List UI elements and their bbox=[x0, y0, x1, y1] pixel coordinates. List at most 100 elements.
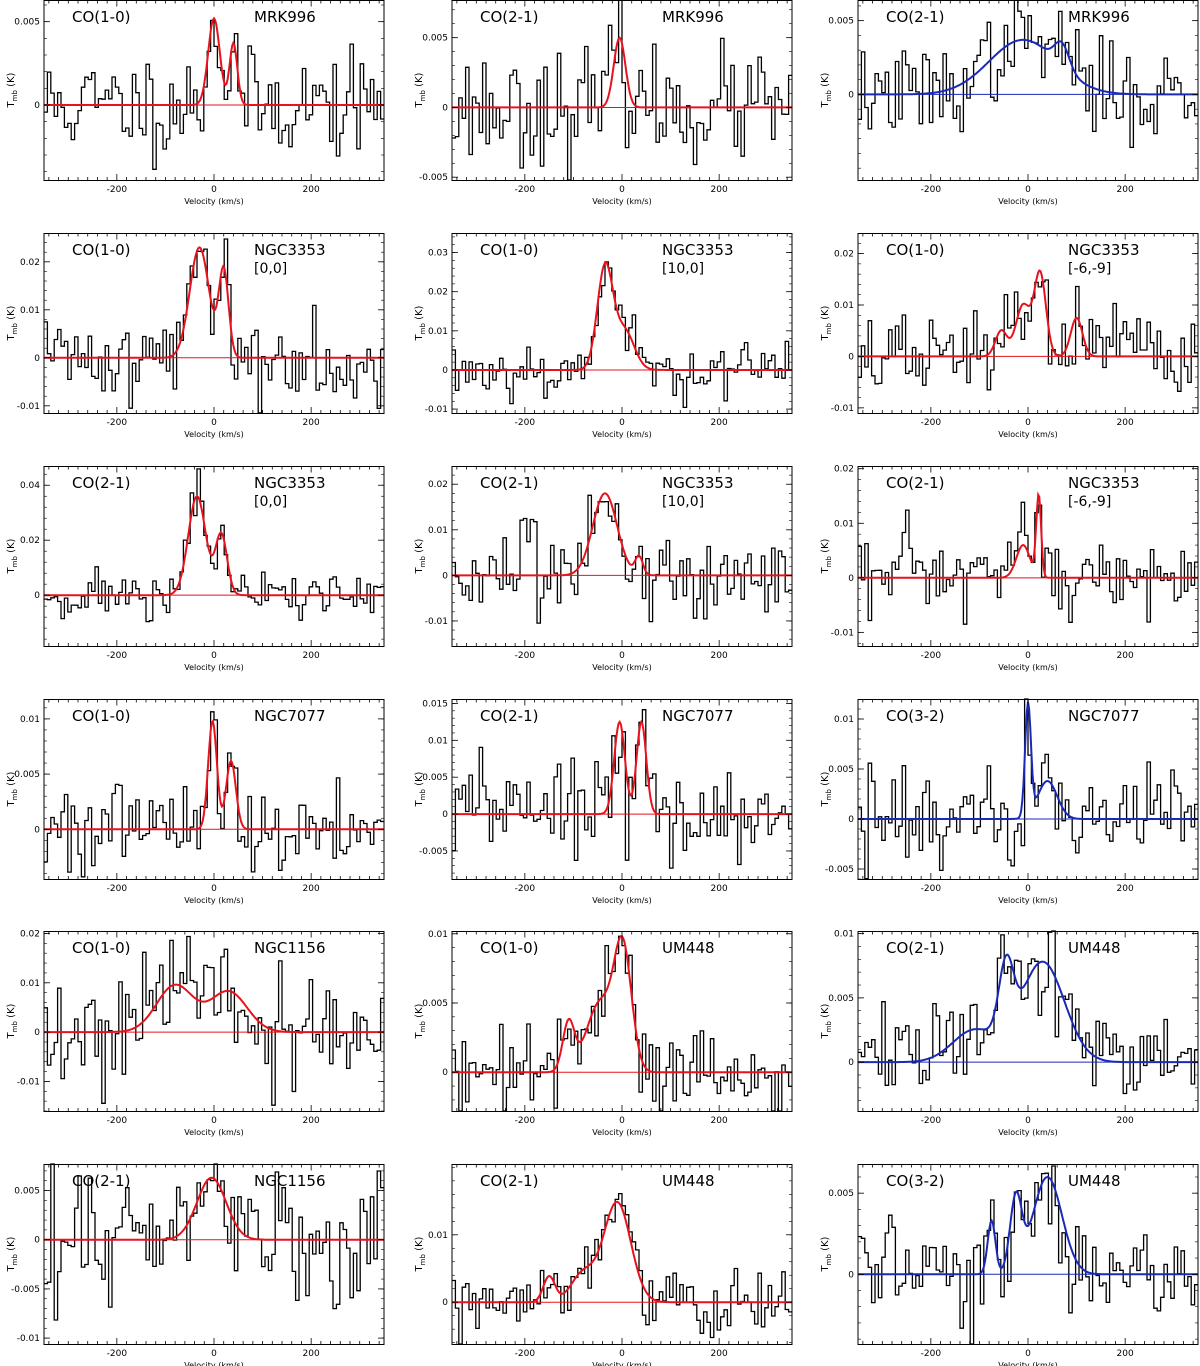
x-axis-label: Velocity (km/s) bbox=[998, 1128, 1057, 1137]
x-tick-label: -200 bbox=[921, 1116, 942, 1126]
y-axis-label-sub: mb bbox=[419, 556, 427, 568]
y-axis-label: Tmb (K) bbox=[6, 1236, 19, 1272]
position-offset-label: [-6,-9] bbox=[1068, 494, 1111, 510]
spectrum-panel: -200 0 200 -0.01 0 0.01 0.02 Velocity (km/s) Tmb… bbox=[414, 466, 793, 672]
y-tick-label: 0.01 bbox=[834, 930, 854, 940]
y-tick-label: 0.01 bbox=[428, 736, 448, 746]
y-axis-label-unit: (K) bbox=[820, 538, 831, 556]
x-tick-label: -200 bbox=[921, 651, 942, 661]
observed-spectrum bbox=[44, 1163, 384, 1321]
observed-spectrum bbox=[452, 1192, 792, 1345]
y-axis-label-sub: mb bbox=[11, 556, 19, 568]
source-name-label: NGC3353 bbox=[1068, 241, 1140, 259]
x-tick-label: -200 bbox=[515, 884, 536, 894]
y-tick-label: 0.005 bbox=[14, 18, 40, 28]
gaussian-fit-curve bbox=[858, 953, 1198, 1064]
y-tick-label: 0.005 bbox=[828, 765, 854, 775]
source-name-label: NGC7077 bbox=[1068, 707, 1140, 725]
y-tick-label: 0 bbox=[34, 825, 40, 835]
y-tick-label: 0.005 bbox=[422, 34, 448, 44]
transition-label: CO(2-1) bbox=[72, 1172, 130, 1190]
x-tick-label: 200 bbox=[1117, 185, 1134, 195]
y-axis-label-main: T bbox=[6, 333, 17, 341]
x-tick-label: 200 bbox=[303, 418, 320, 428]
y-tick-label: 0 bbox=[848, 90, 854, 100]
y-tick-label: 0.01 bbox=[20, 979, 40, 989]
source-name-label: MRK996 bbox=[662, 8, 724, 26]
gaussian-fit-curve bbox=[452, 492, 792, 577]
x-tick-label: 0 bbox=[619, 185, 625, 195]
transition-label: CO(1-0) bbox=[72, 707, 130, 725]
y-axis-label-unit: (K) bbox=[414, 771, 425, 789]
y-tick-label: 0.01 bbox=[834, 519, 854, 529]
gaussian-fit-curve bbox=[44, 1176, 384, 1241]
transition-label: CO(2-1) bbox=[886, 8, 944, 26]
y-axis-label-main: T bbox=[414, 799, 425, 807]
observed-spectrum bbox=[858, 1165, 1198, 1345]
y-tick-label: 0 bbox=[34, 101, 40, 111]
x-tick-label: -200 bbox=[107, 185, 128, 195]
source-name-label: UM448 bbox=[662, 939, 715, 957]
transition-label: CO(2-1) bbox=[480, 707, 538, 725]
y-axis-label-main: T bbox=[820, 100, 831, 108]
spectrum-panel: -200 0 200 -0.005 0 0.005 0.01 0.015 Velocity (k… bbox=[414, 699, 793, 905]
position-offset-label: [-6,-9] bbox=[1068, 261, 1111, 277]
observed-spectrum bbox=[44, 19, 384, 170]
position-offset-label: [10,0] bbox=[662, 494, 704, 510]
position-offset-label: [10,0] bbox=[662, 261, 704, 277]
x-axis-label: Velocity (km/s) bbox=[184, 663, 243, 672]
y-axis-label-main: T bbox=[820, 566, 831, 574]
x-tick-label: 0 bbox=[211, 185, 217, 195]
x-tick-label: 0 bbox=[1025, 185, 1031, 195]
gaussian-fit-curve bbox=[858, 491, 1198, 579]
transition-label: CO(1-0) bbox=[886, 241, 944, 259]
transition-label: CO(3-2) bbox=[886, 1172, 944, 1190]
gaussian-fit-curve bbox=[858, 1175, 1198, 1276]
y-axis-label: Tmb (K) bbox=[6, 72, 19, 108]
spectrum-panel: -200 0 200 0 0.005 0.01 Velocity (km/s) Tmb (K)… bbox=[6, 699, 385, 905]
spectrum-panel: -200 0 200 0 0.02 0.04 Velocity (km/s) Tmb (K) C… bbox=[6, 466, 385, 672]
transition-label: CO(1-0) bbox=[72, 939, 130, 957]
y-tick-label: 0 bbox=[848, 574, 854, 584]
y-axis-label-main: T bbox=[6, 1264, 17, 1272]
x-tick-label: 200 bbox=[711, 418, 728, 428]
y-axis-label-unit: (K) bbox=[414, 72, 425, 90]
transition-label: CO(3-2) bbox=[886, 707, 944, 725]
spectrum-panel: -200 0 200 0 0.005 0.01 Velocity (km/s) Tmb (K)… bbox=[414, 930, 793, 1137]
y-tick-label: 0.02 bbox=[834, 465, 854, 475]
y-axis-label-sub: mb bbox=[825, 1021, 833, 1033]
gaussian-fit-curve bbox=[452, 1200, 792, 1304]
y-axis-label-main: T bbox=[414, 333, 425, 341]
source-name-label: NGC3353 bbox=[662, 474, 734, 492]
gaussian-fit-curve bbox=[452, 719, 792, 816]
x-tick-label: -200 bbox=[515, 651, 536, 661]
x-axis-label: Velocity (km/s) bbox=[998, 197, 1057, 206]
transition-label: CO(2-1) bbox=[480, 474, 538, 492]
x-axis-label: Velocity (km/s) bbox=[184, 197, 243, 206]
x-tick-label: 200 bbox=[711, 185, 728, 195]
x-tick-label: 200 bbox=[303, 185, 320, 195]
y-axis-label-unit: (K) bbox=[820, 771, 831, 789]
x-tick-label: -200 bbox=[515, 418, 536, 428]
spectrum-panel: -200 0 200 0 0.005 0.01 Velocity (km/s) Tmb (K)… bbox=[820, 930, 1199, 1137]
y-axis-label: Tmb (K) bbox=[6, 771, 19, 807]
y-axis-label-sub: mb bbox=[11, 1021, 19, 1033]
y-axis-label-unit: (K) bbox=[820, 1236, 831, 1254]
y-axis-label: Tmb (K) bbox=[414, 538, 427, 574]
x-tick-label: -200 bbox=[515, 1116, 536, 1126]
x-tick-label: -200 bbox=[921, 185, 942, 195]
y-tick-label: 0.04 bbox=[20, 481, 40, 491]
transition-label: CO(1-0) bbox=[480, 939, 538, 957]
y-axis-label-sub: mb bbox=[11, 789, 19, 801]
plot-frame bbox=[451, 1164, 793, 1345]
y-tick-label: 0.01 bbox=[20, 306, 40, 316]
spectrum-panel: -200 0 200 0 0.005 Velocity (km/s) Tmb (K) CO(2… bbox=[820, 0, 1199, 206]
x-tick-label: 200 bbox=[1117, 651, 1134, 661]
x-tick-label: 0 bbox=[1025, 884, 1031, 894]
x-tick-label: 200 bbox=[303, 1349, 320, 1359]
spectrum-panel: -200 0 200 0 0.005 Velocity (km/s) Tmb (K) CO(3… bbox=[820, 1164, 1199, 1366]
y-axis-label-main: T bbox=[414, 1264, 425, 1272]
y-axis-label-main: T bbox=[414, 100, 425, 108]
source-name-label: NGC3353 bbox=[254, 474, 326, 492]
y-tick-label: -0.01 bbox=[425, 405, 448, 415]
